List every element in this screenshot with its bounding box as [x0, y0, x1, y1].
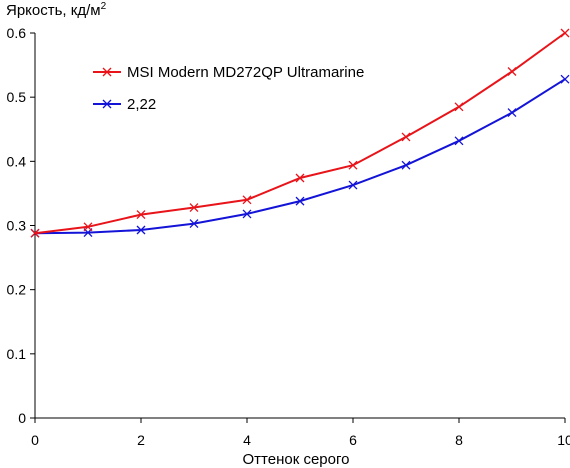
series-point — [348, 160, 358, 170]
x-tick-label: 8 — [455, 432, 463, 448]
series-1 — [30, 74, 570, 238]
y-tick-label: 0.2 — [7, 282, 27, 298]
series-point — [295, 196, 305, 206]
x-tick-label: 10 — [557, 432, 570, 448]
x-tick-label: 0 — [31, 432, 39, 448]
legend-label: 2,22 — [127, 96, 156, 113]
series-0 — [30, 28, 570, 238]
y-axis-title-superscript: 2 — [101, 1, 107, 12]
series-point — [454, 102, 464, 112]
legend-label: MSI Modern MD272QP Ultramarine — [127, 64, 364, 81]
x-axis-ticks: 0 2 4 6 8 10 — [31, 418, 570, 448]
series-point — [136, 210, 146, 220]
x-axis-title: Оттенок серого — [243, 451, 350, 468]
series-point — [401, 132, 411, 142]
series-point — [189, 219, 199, 229]
series-point — [295, 173, 305, 183]
y-axis-title: Яркость, кд/м2 — [6, 1, 107, 19]
y-tick-label: 0.5 — [7, 89, 27, 105]
series-group — [30, 28, 570, 238]
series-point — [242, 209, 252, 219]
series-point — [507, 67, 517, 76]
y-tick-label: 0 — [18, 410, 26, 426]
series-point — [189, 203, 199, 212]
series-point — [83, 222, 93, 232]
series-point — [30, 228, 40, 238]
series-point — [507, 108, 517, 118]
legend-item-1: 2,22 — [93, 96, 156, 113]
y-axis-title-main: Яркость, кд/м — [6, 2, 101, 19]
series-point — [401, 160, 411, 170]
series-point — [348, 180, 358, 190]
y-tick-label: 0.6 — [7, 25, 27, 41]
legend-swatch-marker — [102, 99, 112, 109]
x-tick-label: 6 — [349, 432, 357, 448]
y-tick-label: 0.3 — [7, 218, 27, 234]
y-axis-ticks: 0 0.1 0.2 0.3 0.4 0.5 0.6 — [7, 25, 35, 426]
series-point — [454, 136, 464, 146]
series-point — [242, 195, 252, 205]
legend: MSI Modern MD272QP Ultramarine 2,22 — [93, 64, 364, 113]
y-tick-label: 0.4 — [7, 153, 27, 169]
y-tick-label: 0.1 — [7, 346, 27, 362]
series-point — [560, 28, 570, 38]
series-point — [136, 225, 146, 235]
series-line — [34, 78, 566, 235]
legend-item-0: MSI Modern MD272QP Ultramarine — [93, 64, 364, 81]
x-tick-label: 4 — [243, 432, 251, 448]
legend-swatch-marker — [102, 67, 112, 77]
x-tick-label: 2 — [137, 432, 145, 448]
series-point — [560, 74, 570, 84]
